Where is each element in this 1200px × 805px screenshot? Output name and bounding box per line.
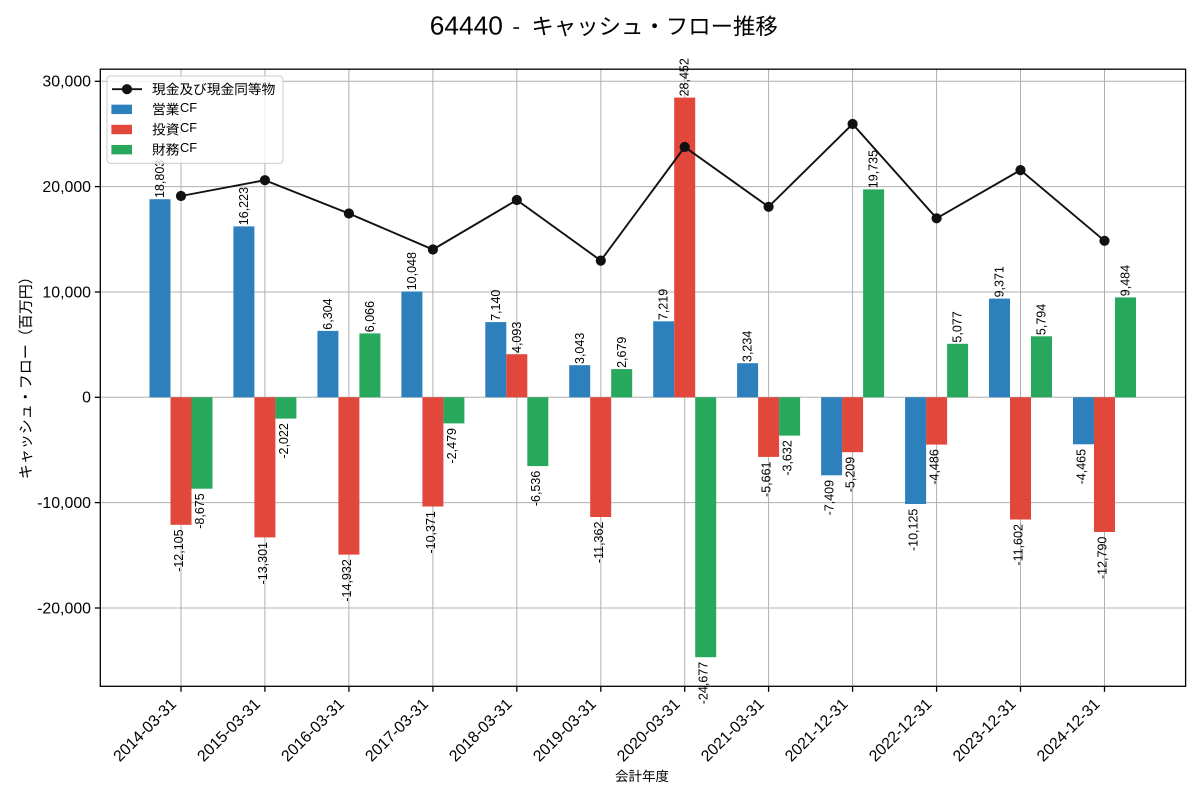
- svg-text:2,679: 2,679: [615, 337, 629, 368]
- svg-text:9,371: 9,371: [993, 266, 1007, 297]
- svg-text:0: 0: [82, 390, 91, 407]
- svg-text:-24,677: -24,677: [697, 662, 711, 704]
- svg-text:-4,486: -4,486: [928, 449, 942, 484]
- svg-text:-6,536: -6,536: [529, 471, 543, 506]
- svg-text:10,000: 10,000: [42, 284, 91, 301]
- svg-text:-5,661: -5,661: [760, 461, 774, 496]
- svg-text:CF: CF: [180, 120, 197, 135]
- svg-text:-11,602: -11,602: [1012, 524, 1026, 566]
- svg-text:-14,932: -14,932: [340, 559, 354, 601]
- svg-text:6,304: 6,304: [321, 298, 335, 329]
- svg-text:5,077: 5,077: [951, 311, 965, 342]
- svg-text:-10,125: -10,125: [907, 509, 921, 551]
- svg-text:64440: 64440: [430, 10, 503, 40]
- svg-text:16,223: 16,223: [237, 187, 251, 225]
- svg-text:18,803: 18,803: [153, 160, 167, 198]
- svg-text:-10,000: -10,000: [37, 495, 91, 512]
- svg-text:-2,479: -2,479: [445, 428, 459, 463]
- svg-text:3,043: 3,043: [573, 333, 587, 364]
- svg-text:19,735: 19,735: [867, 150, 881, 188]
- svg-text:-13,301: -13,301: [256, 542, 270, 584]
- svg-text:CF: CF: [180, 100, 197, 115]
- svg-text:-2,022: -2,022: [277, 423, 291, 458]
- svg-text:-7,409: -7,409: [823, 480, 837, 515]
- svg-text:4,093: 4,093: [510, 322, 524, 353]
- svg-text:-10,371: -10,371: [424, 511, 438, 553]
- svg-text:6,066: 6,066: [363, 301, 377, 332]
- svg-text:-12,105: -12,105: [172, 529, 186, 571]
- svg-text:-4,465: -4,465: [1075, 449, 1089, 484]
- svg-text:9,484: 9,484: [1119, 265, 1133, 296]
- svg-text:20,000: 20,000: [42, 179, 91, 196]
- svg-text:-20,000: -20,000: [37, 600, 91, 617]
- svg-text:-5,209: -5,209: [844, 457, 858, 492]
- svg-text:30,000: 30,000: [42, 74, 91, 91]
- svg-text:CF: CF: [180, 140, 197, 155]
- svg-text:-8,675: -8,675: [193, 493, 207, 528]
- svg-text:28,452: 28,452: [678, 58, 692, 96]
- svg-text:10,048: 10,048: [405, 252, 419, 290]
- svg-text:3,234: 3,234: [741, 331, 755, 362]
- svg-text:7,140: 7,140: [489, 290, 503, 321]
- svg-text:-3,632: -3,632: [781, 440, 795, 475]
- svg-text:-12,790: -12,790: [1096, 537, 1110, 579]
- svg-text:-11,362: -11,362: [592, 522, 606, 564]
- svg-text:7,219: 7,219: [657, 289, 671, 320]
- svg-text:5,794: 5,794: [1035, 304, 1049, 335]
